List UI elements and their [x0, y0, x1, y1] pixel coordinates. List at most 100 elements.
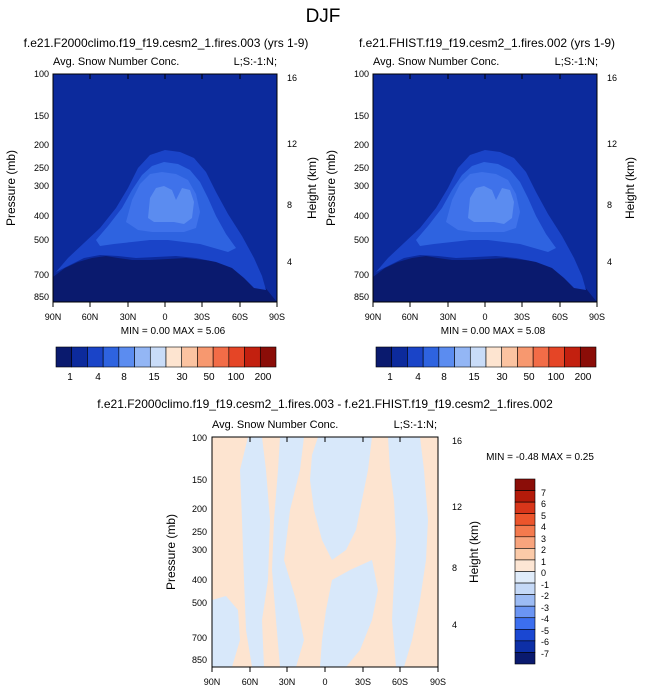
colorbar-label: 3 — [541, 534, 546, 544]
x-tick-label: 0 — [482, 312, 487, 322]
y-tick-label: 200 — [192, 504, 207, 514]
frame-ticks — [52, 74, 278, 307]
y-tick-label: 100 — [354, 69, 369, 79]
x-tick-label: 90S — [430, 677, 446, 687]
panel-3-x-ticks: 90N 60N 30N 0 30S 60S 90S — [204, 677, 446, 687]
y-tick-label: 250 — [354, 163, 369, 173]
x-tick-label: 0 — [162, 312, 167, 322]
colorbar-swatch — [422, 346, 440, 368]
colorbar-swatch — [548, 346, 565, 368]
colorbar-label: 100 — [548, 372, 565, 383]
y-tick-label-right: 4 — [287, 257, 292, 267]
colorbar-label: 15 — [468, 372, 480, 383]
panel-2-x-ticks: 90N 60N 30N 0 30S 60S 90S — [365, 312, 605, 322]
panel-2-contour-lower — [373, 256, 597, 302]
panel-1-axes: Pressure (mb) Height (km) 90N 60N 30N 0 … — [4, 69, 319, 322]
y-tick-label-right: 8 — [287, 200, 292, 210]
colorbar-label: 8 — [441, 372, 447, 383]
colorbar-swatch — [181, 346, 198, 368]
colorbar-label: 4 — [95, 372, 101, 383]
panel-3-ylabel-right: Height (km) — [467, 521, 481, 583]
panel-3-y-ticks: 100 150 200 250 300 400 500 700 850 — [192, 433, 207, 665]
x-tick-label: 60S — [552, 312, 568, 322]
y-tick-label: 850 — [34, 292, 49, 302]
y-tick-label: 150 — [34, 111, 49, 121]
colorbar-label: 4 — [415, 372, 421, 383]
colorbar-label: 6 — [541, 499, 546, 509]
colorbar-swatch — [514, 490, 536, 503]
colorbar-swatch — [501, 346, 518, 368]
y-tick-label-right: 16 — [287, 73, 297, 83]
panel-2-y-ticks-right: 16 12 8 4 — [607, 73, 617, 267]
colorbar-swatch — [485, 346, 503, 368]
y-tick-label: 400 — [192, 575, 207, 585]
colorbar-label: 30 — [176, 372, 188, 383]
colorbar-swatch — [212, 346, 230, 368]
y-tick-label: 300 — [354, 181, 369, 191]
panel-3-axes: Pressure (mb) Height (km) 90N 60N 30N 0 … — [164, 433, 481, 687]
colorbar-label: 5 — [541, 511, 546, 521]
panel-2-y-ticks: 100 150 200 250 300 400 500 700 850 — [354, 69, 369, 302]
colorbar-swatch — [514, 501, 536, 514]
panel-1-x-ticks: 90N 60N 30N 0 30S 60S 90S — [45, 312, 285, 322]
y-tick-label: 100 — [192, 433, 207, 443]
y-tick-label: 250 — [34, 163, 49, 173]
panel-3-subtitle-left: Avg. Snow Number Conc. — [212, 419, 338, 431]
colorbar-swatch — [438, 346, 455, 368]
colorbar-label: -7 — [541, 649, 549, 659]
colorbar-label: -6 — [541, 637, 549, 647]
colorbar-swatch — [55, 346, 73, 368]
colorbar-swatch — [514, 524, 536, 538]
y-tick-label: 400 — [34, 211, 49, 221]
panel-2-contour-4 — [468, 186, 514, 224]
panel-2-title: f.e21.FHIST.f19_f19.cesm2_1.fires.002 (y… — [359, 36, 615, 50]
colorbar-swatch — [391, 346, 408, 368]
colorbar-swatch — [102, 346, 120, 368]
y-tick-label: 850 — [192, 655, 207, 665]
colorbar-swatch — [532, 346, 550, 368]
colorbar-label: 50 — [203, 372, 215, 383]
colorbar-diff-labels: 7 6 5 4 3 2 1 0 -1 -2 -3 -4 -5 -6 -7 — [541, 488, 549, 659]
x-tick-label: 0 — [322, 677, 327, 687]
colorbar-label: 7 — [541, 488, 546, 498]
y-tick-label-right: 12 — [607, 139, 617, 149]
panel-3-plot: Pressure (mb) Height (km) 90N 60N 30N 0 … — [164, 433, 481, 687]
y-tick-label: 300 — [192, 545, 207, 555]
colorbar-swatch — [514, 571, 536, 584]
x-tick-label: 30S — [194, 312, 210, 322]
colorbar-swatch — [149, 346, 167, 368]
x-tick-label: 30S — [514, 312, 530, 322]
panel-2-ylabel: Pressure (mb) — [324, 150, 338, 226]
panel-3-y-ticks-right: 16 12 8 4 — [452, 436, 462, 630]
y-tick-label: 500 — [34, 235, 49, 245]
x-tick-label: 30S — [355, 677, 371, 687]
panel-3-neg-region-4 — [320, 560, 378, 667]
colorbar-label: -1 — [541, 580, 549, 590]
frame-ticks — [372, 74, 598, 307]
colorbar-label: 50 — [523, 372, 535, 383]
frame-ticks — [211, 437, 439, 672]
x-tick-label: 90N — [45, 312, 62, 322]
x-tick-label: 90S — [269, 312, 285, 322]
panel-1: f.e21.F2000climo.f19_f19.cesm2_1.fires.0… — [4, 36, 319, 337]
colorbar-label: 200 — [255, 372, 272, 383]
colorbar-diff — [514, 478, 536, 665]
y-tick-label-right: 16 — [607, 73, 617, 83]
y-tick-label: 250 — [192, 527, 207, 537]
panel-1-ylabel-right: Height (km) — [305, 157, 319, 219]
colorbar-swatch — [118, 346, 135, 368]
colorbar-swatch — [134, 346, 151, 368]
colorbar-swatch — [564, 346, 581, 368]
colorbar-swatch — [469, 346, 487, 368]
colorbar-swatch — [579, 346, 597, 368]
panel-3-neg-region-6 — [212, 596, 240, 667]
panel-3: f.e21.F2000climo.f19_f19.cesm2_1.fires.0… — [97, 397, 594, 687]
colorbar-label: 1 — [67, 372, 73, 383]
colorbar-swatch — [514, 559, 536, 572]
colorbar-swatch — [514, 582, 536, 595]
panel-1-contour-lower — [53, 256, 277, 302]
colorbar-label: 8 — [121, 372, 127, 383]
y-tick-label: 500 — [192, 598, 207, 608]
colorbar-label: 0 — [541, 568, 546, 578]
colorbar-swatch — [375, 346, 393, 368]
